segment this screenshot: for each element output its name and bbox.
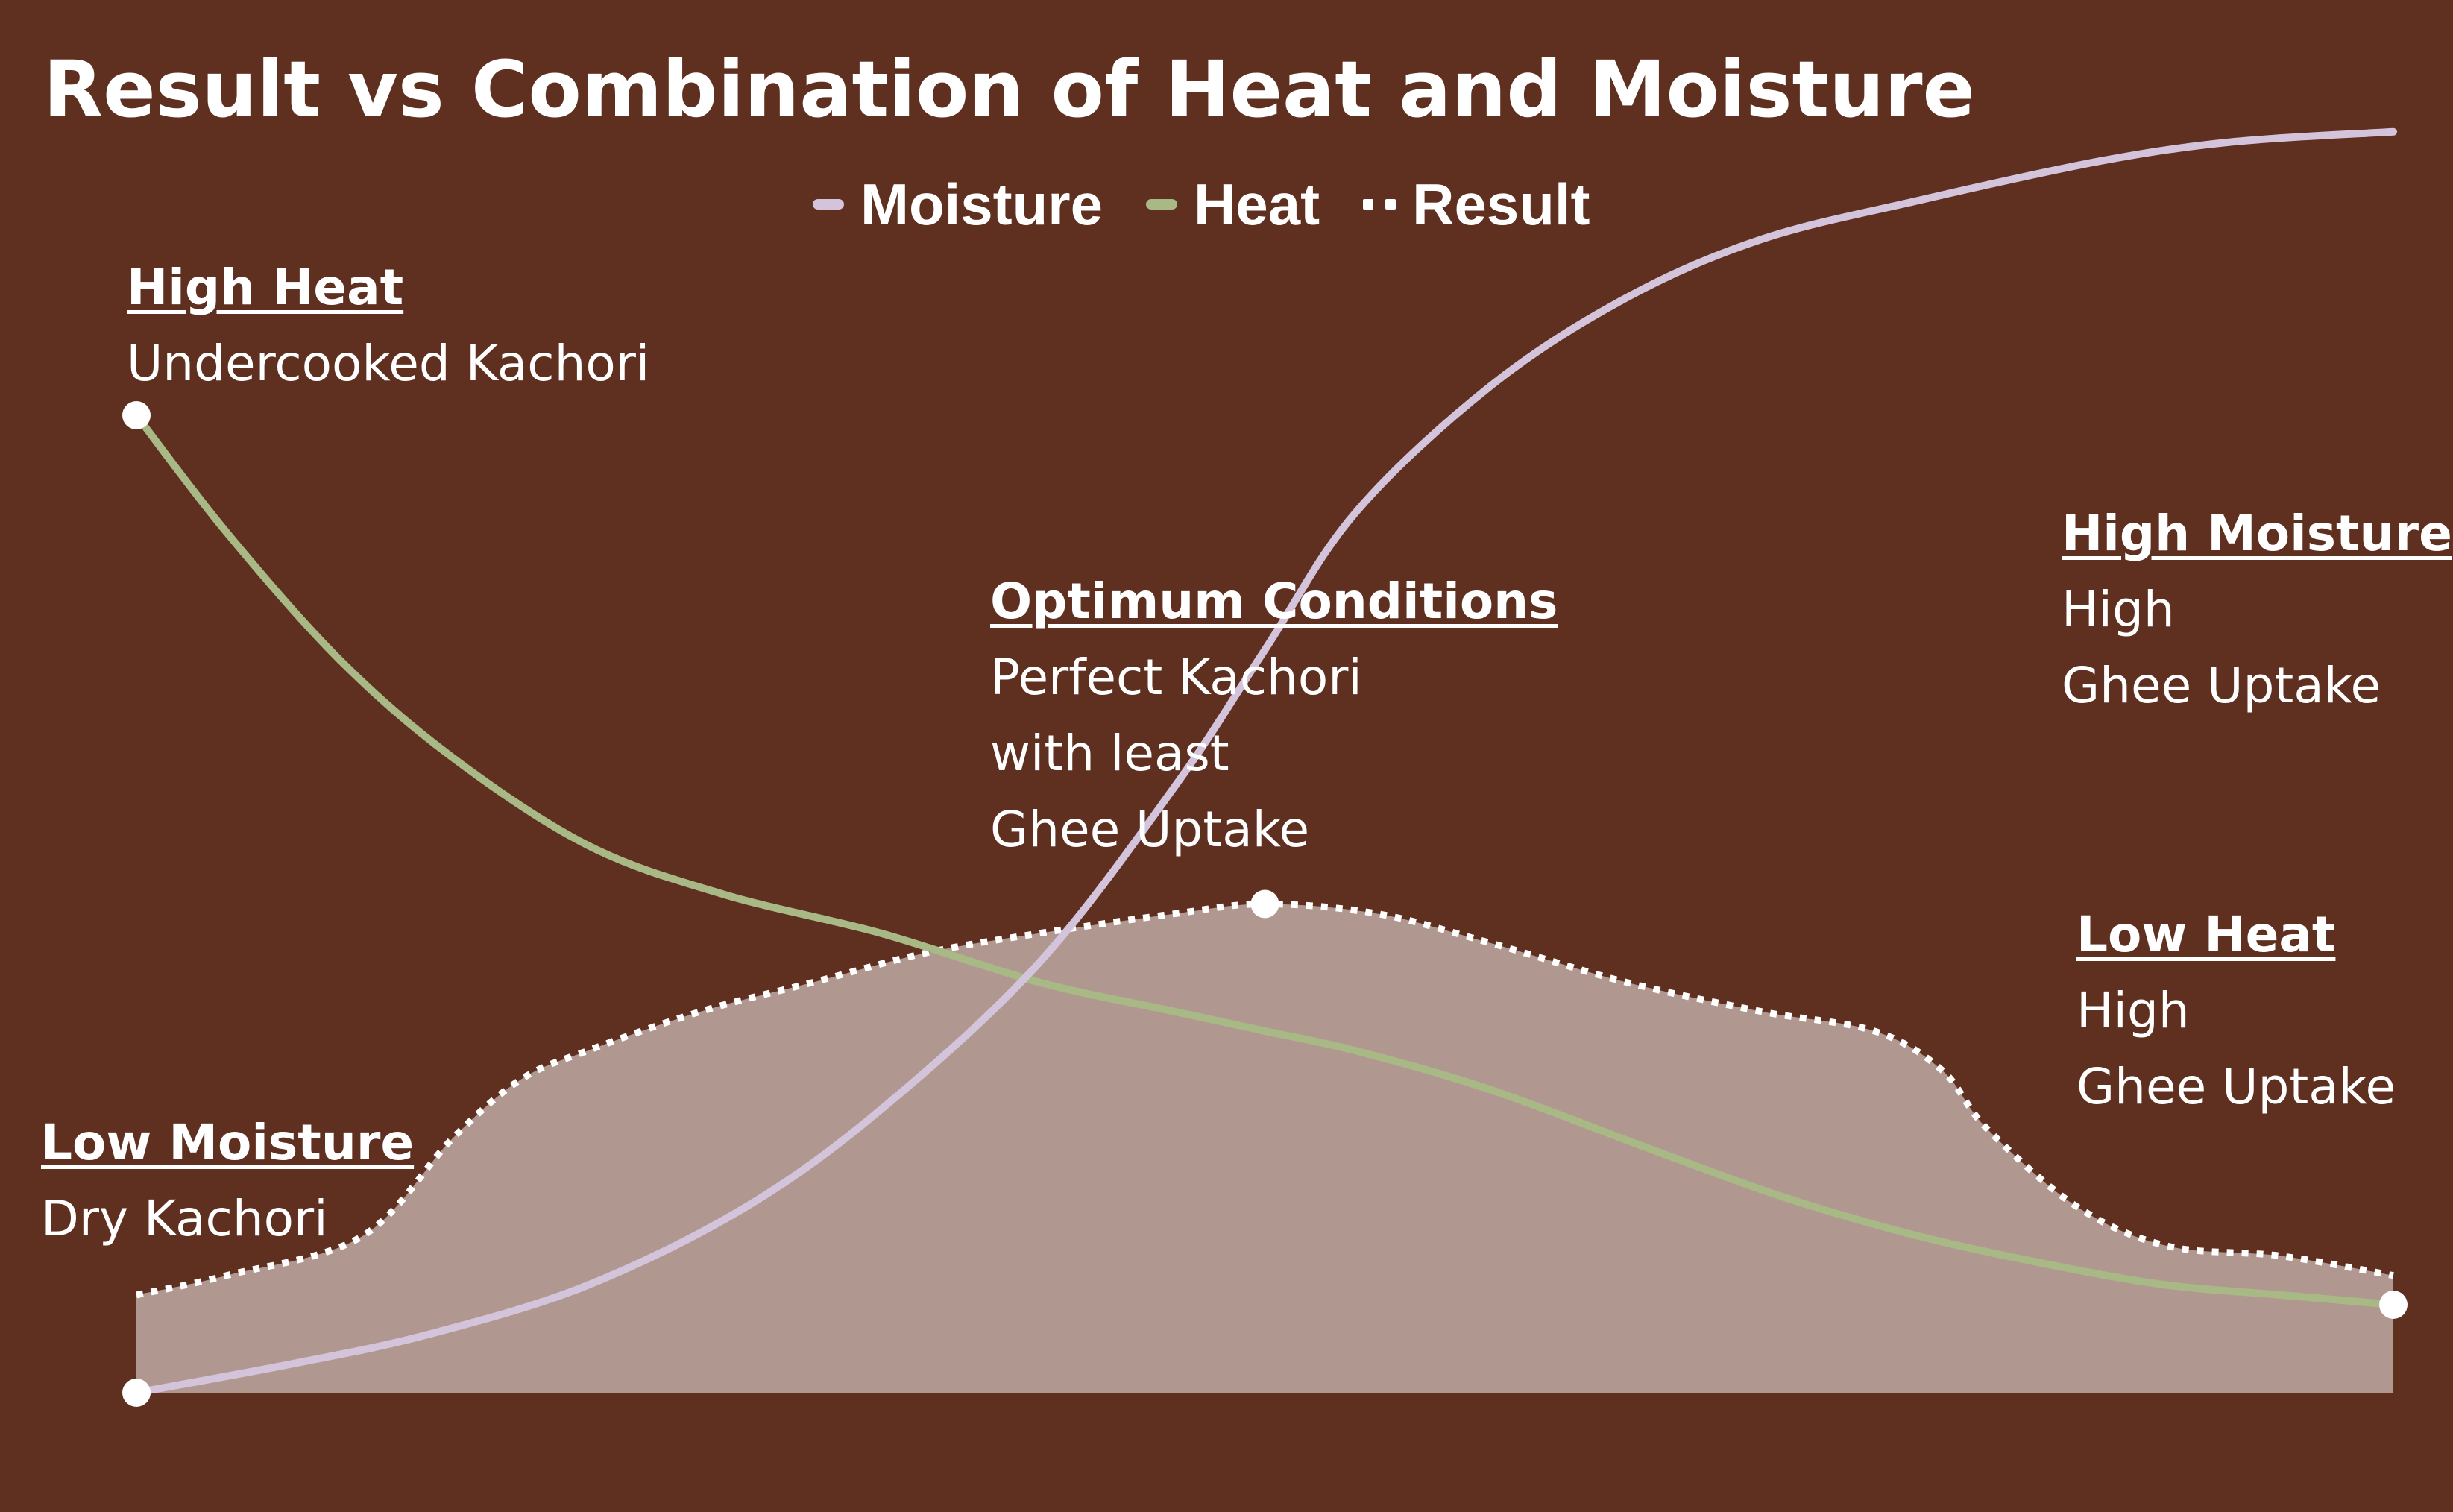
annotation-optimum: Optimum Conditions Perfect Kachori with … (990, 564, 1558, 868)
series-lines-layer (133, 127, 2397, 1396)
annotation-low-heat-line-2: Ghee Uptake (2076, 1058, 2396, 1115)
marker-moisture-1 (122, 1379, 151, 1407)
annotation-high-moisture-line-1: High (2062, 581, 2175, 638)
series-result-area (136, 904, 2393, 1393)
annotation-low-moisture: Low Moisture Dry Kachori (41, 1105, 414, 1257)
legend-swatch-heat (1146, 199, 1178, 210)
annotation-high-heat-heading: High Heat (127, 259, 404, 316)
legend-label-moisture: Moisture (860, 171, 1103, 237)
legend-label-result: Result (1412, 171, 1590, 237)
annotation-high-moisture-line-2: Ghee Uptake (2062, 657, 2381, 714)
legend-item-heat: Heat (1146, 175, 1320, 233)
annotation-low-heat-line-1: High (2076, 982, 2190, 1039)
legend-swatch-moisture (813, 199, 844, 210)
legend: Moisture Heat Result (813, 175, 1590, 233)
annotation-high-moisture-heading: High Moisture (2062, 505, 2452, 562)
legend-item-result: Result (1363, 175, 1590, 233)
markers-layer (122, 401, 2408, 1407)
annotation-low-moisture-line: Dry Kachori (41, 1190, 328, 1247)
legend-swatch-result (1363, 199, 1396, 210)
annotation-low-heat: Low Heat High Ghee Uptake (2076, 897, 2396, 1125)
annotation-high-heat: High Heat Undercooked Kachori (127, 250, 649, 402)
marker-heat-0 (122, 401, 151, 429)
series-moisture-line (133, 127, 2397, 1396)
annotation-optimum-line-2: with least (990, 725, 1229, 782)
annotation-optimum-line-3: Ghee Uptake (990, 801, 1310, 858)
marker-heat-3 (2379, 1291, 2408, 1319)
annotation-optimum-heading: Optimum Conditions (990, 573, 1558, 630)
annotation-low-heat-heading: Low Heat (2076, 906, 2336, 963)
annotation-optimum-line-1: Perfect Kachori (990, 649, 1362, 706)
annotation-high-moisture: High Moisture High Ghee Uptake (2062, 496, 2452, 724)
annotation-high-heat-line: Undercooked Kachori (127, 335, 650, 392)
annotation-low-moisture-heading: Low Moisture (41, 1114, 415, 1171)
series-heat-line (133, 412, 2397, 1308)
marker-result-2 (1250, 889, 1279, 919)
legend-item-moisture: Moisture (813, 175, 1103, 233)
legend-label-heat: Heat (1194, 171, 1320, 237)
chart-title: Result vs Combination of Heat and Moistu… (43, 44, 1976, 135)
